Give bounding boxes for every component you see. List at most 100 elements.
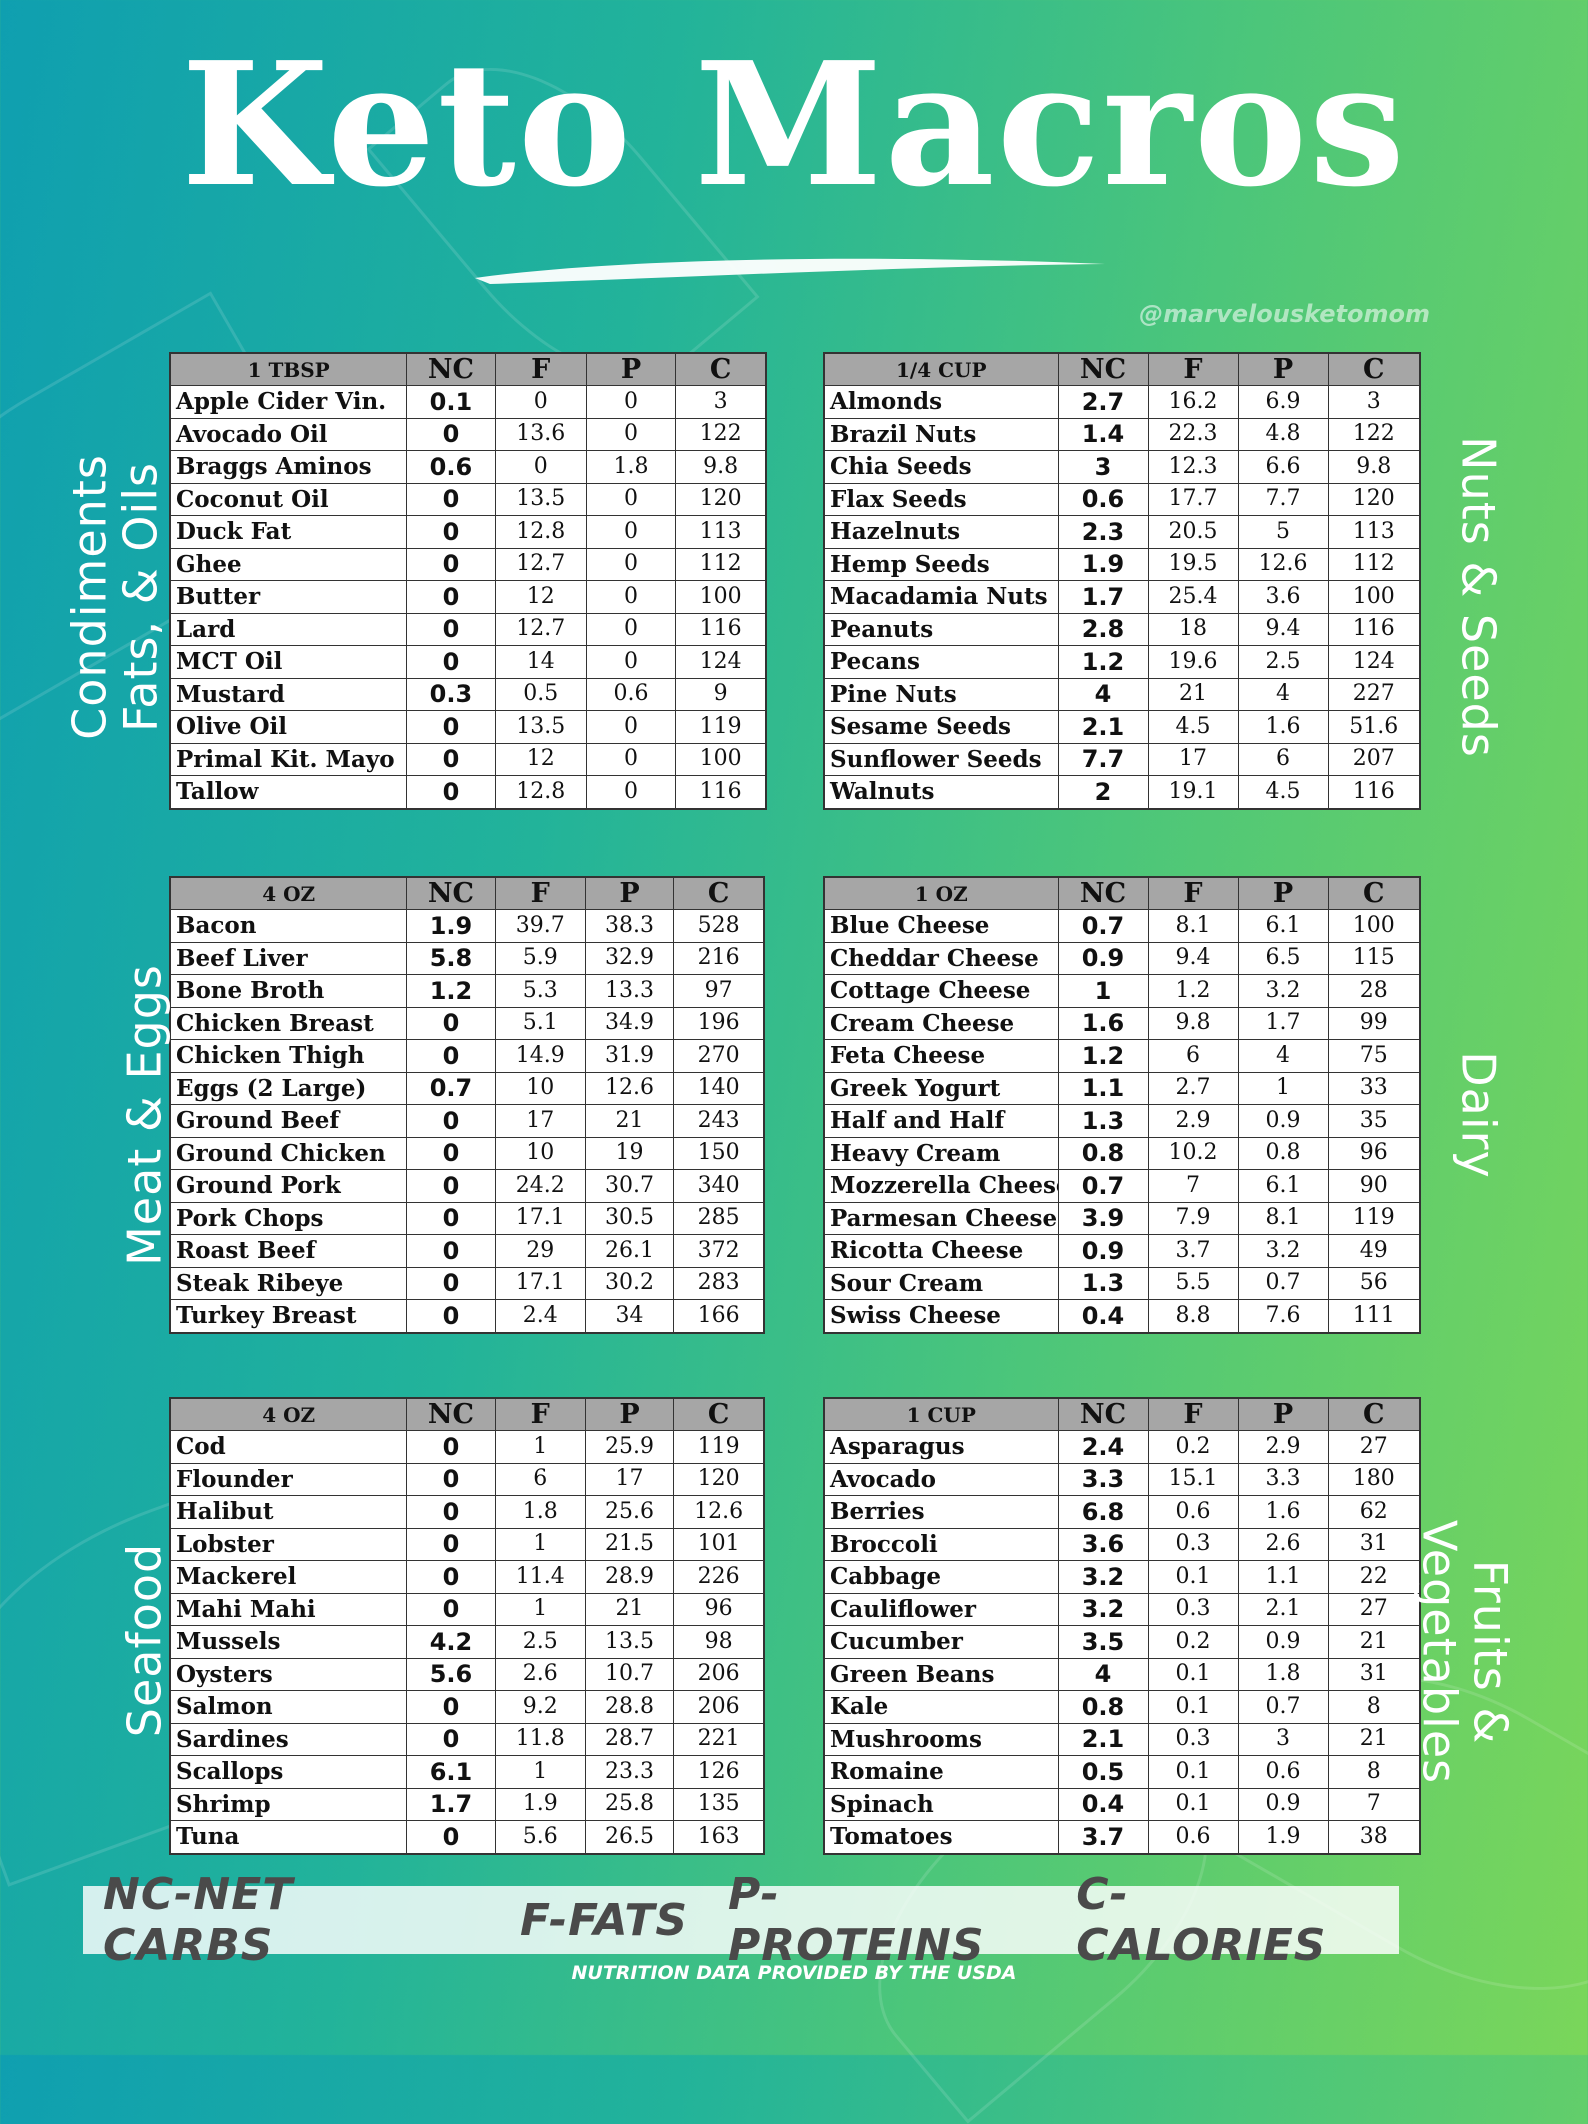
calories-cell: 100 [1327, 580, 1421, 614]
table-row: Feta Cheese 1.2 6 4 75 [823, 1039, 1421, 1073]
protein-cell: 2.1 [1237, 1592, 1329, 1626]
protein-cell: 6.9 [1237, 385, 1329, 419]
fats-cell: 9.4 [1147, 941, 1239, 975]
protein-cell: 26.5 [584, 1820, 675, 1854]
calories-cell: 7 [1327, 1787, 1421, 1821]
net-carbs-cell: 0 [406, 1006, 496, 1040]
net-carbs-cell: 3.2 [1057, 1560, 1149, 1594]
fats-cell: 0 [494, 385, 587, 419]
calories-cell: 21 [1327, 1625, 1421, 1659]
net-carbs-cell: 1.3 [1057, 1266, 1149, 1300]
fats-cell: 2.4 [494, 1299, 586, 1333]
protein-cell: 13.5 [584, 1625, 675, 1659]
food-name-cell: Ground Beef [169, 1104, 408, 1138]
section-label-seafood: Seafood [118, 1543, 172, 1737]
food-name-cell: Ricotta Cheese [823, 1234, 1059, 1268]
protein-cell: 7.7 [1237, 482, 1329, 516]
section-label-line: Fruits & [1463, 1559, 1518, 1745]
fats-cell: 13.5 [494, 710, 587, 744]
fats-cell: 20.5 [1147, 515, 1239, 549]
calories-cell: 180 [1327, 1462, 1421, 1496]
table-row: Berries 6.8 0.6 1.6 62 [823, 1495, 1421, 1529]
food-name-cell: Asparagus [823, 1430, 1059, 1464]
fats-cell: 4.5 [1147, 710, 1239, 744]
protein-cell: 4.8 [1237, 417, 1329, 451]
protein-cell: 0.7 [1237, 1266, 1329, 1300]
net-carbs-cell: 0 [406, 417, 496, 451]
food-name-cell: Chicken Breast [169, 1006, 408, 1040]
table-row: Avocado 3.3 15.1 3.3 180 [823, 1462, 1421, 1496]
fats-cell: 17.1 [494, 1201, 586, 1235]
net-carbs-cell: 0 [406, 1690, 496, 1724]
calories-cell: 285 [673, 1201, 765, 1235]
c-header: C [1327, 1397, 1421, 1431]
net-carbs-cell: 0 [406, 1266, 496, 1300]
table-row: Cheddar Cheese 0.9 9.4 6.5 115 [823, 941, 1421, 975]
table-row: Ground Chicken 0 10 19 150 [169, 1136, 765, 1170]
unit-header: 1 OZ [823, 876, 1059, 910]
table-row: Braggs Aminos 0.6 0 1.8 9.8 [169, 450, 767, 484]
net-carbs-cell: 0.9 [1057, 1234, 1149, 1268]
protein-cell: 0 [585, 580, 677, 614]
table-row: Blue Cheese 0.7 8.1 6.1 100 [823, 909, 1421, 943]
protein-cell: 38.3 [584, 909, 675, 943]
fats-cell: 11.4 [494, 1560, 586, 1594]
net-carbs-cell: 1.7 [406, 1787, 496, 1821]
calories-cell: 31 [1327, 1527, 1421, 1561]
food-name-cell: Romaine [823, 1755, 1059, 1789]
table-row: Parmesan Cheese 3.9 7.9 8.1 119 [823, 1201, 1421, 1235]
table-row: Cabbage 3.2 0.1 1.1 22 [823, 1560, 1421, 1594]
food-name-cell: Ground Pork [169, 1169, 408, 1203]
net-carbs-cell: 0 [406, 1169, 496, 1203]
calories-cell: 3 [1327, 385, 1421, 419]
table-row: Pork Chops 0 17.1 30.5 285 [169, 1201, 765, 1235]
protein-cell: 4.5 [1237, 775, 1329, 809]
food-name-cell: Ground Chicken [169, 1136, 408, 1170]
fats-cell: 6 [1147, 1039, 1239, 1073]
net-carbs-cell: 0.7 [1057, 909, 1149, 943]
fats-cell: 25.4 [1147, 580, 1239, 614]
fats-cell: 11.8 [494, 1722, 586, 1756]
food-name-cell: Primal Kit. Mayo [169, 742, 408, 776]
protein-cell: 0.9 [1237, 1104, 1329, 1138]
table-row: Pecans 1.2 19.6 2.5 124 [823, 645, 1421, 679]
section-label-dairy: Dairy [1451, 1051, 1505, 1179]
fats-cell: 0.1 [1147, 1657, 1239, 1691]
fats-cell: 0.3 [1147, 1527, 1239, 1561]
fats-cell: 1 [494, 1430, 586, 1464]
fats-cell: 0.2 [1147, 1625, 1239, 1659]
fats-cell: 14.9 [494, 1039, 586, 1073]
food-name-cell: Mozzerella Cheese [823, 1169, 1059, 1203]
table-row: Cucumber 3.5 0.2 0.9 21 [823, 1625, 1421, 1659]
food-name-cell: Flax Seeds [823, 482, 1059, 516]
net-carbs-cell: 2.7 [1057, 385, 1149, 419]
table-row: MCT Oil 0 14 0 124 [169, 645, 767, 679]
net-carbs-cell: 0 [406, 1722, 496, 1756]
table-row: Brazil Nuts 1.4 22.3 4.8 122 [823, 417, 1421, 451]
f-header: F [1147, 1397, 1239, 1431]
protein-cell: 30.2 [584, 1266, 675, 1300]
protein-cell: 5 [1237, 515, 1329, 549]
net-carbs-cell: 2.1 [1057, 710, 1149, 744]
net-carbs-cell: 0.8 [1057, 1136, 1149, 1170]
table-row: Mustard 0.3 0.5 0.6 9 [169, 677, 767, 711]
protein-cell: 0.7 [1237, 1690, 1329, 1724]
food-name-cell: Cottage Cheese [823, 974, 1059, 1008]
food-name-cell: Hemp Seeds [823, 547, 1059, 581]
calories-cell: 96 [1327, 1136, 1421, 1170]
protein-cell: 13.3 [584, 974, 675, 1008]
fats-cell: 17.7 [1147, 482, 1239, 516]
calories-cell: 99 [1327, 1006, 1421, 1040]
protein-cell: 21 [584, 1104, 675, 1138]
calories-cell: 150 [673, 1136, 765, 1170]
table-row: Sesame Seeds 2.1 4.5 1.6 51.6 [823, 710, 1421, 744]
food-name-cell: Kale [823, 1690, 1059, 1724]
table-row: Ricotta Cheese 0.9 3.7 3.2 49 [823, 1234, 1421, 1268]
calories-cell: 21 [1327, 1722, 1421, 1756]
net-carbs-cell: 0 [406, 515, 496, 549]
calories-cell: 163 [673, 1820, 765, 1854]
calories-cell: 120 [673, 1462, 765, 1496]
calories-cell: 35 [1327, 1104, 1421, 1138]
food-name-cell: Swiss Cheese [823, 1299, 1059, 1333]
food-name-cell: Tuna [169, 1820, 408, 1854]
